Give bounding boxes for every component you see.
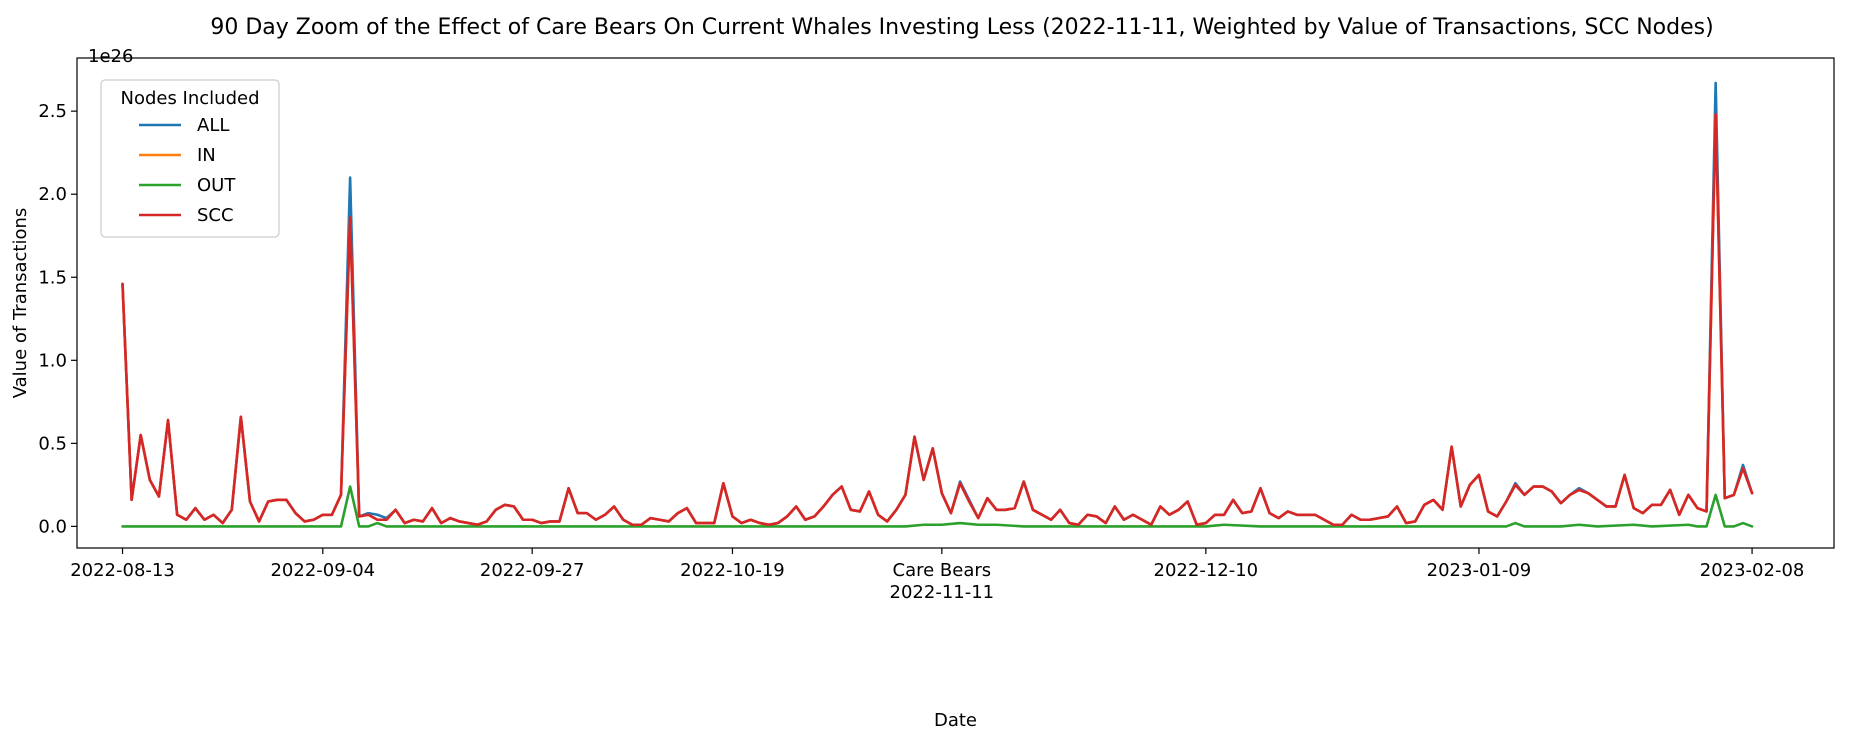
x-tick-label: 2023-01-09 [1427, 560, 1532, 581]
series-line-all [121, 81, 1754, 527]
y-axis-label: Value of Transactions [10, 208, 31, 399]
y-tick-label: 1.5 [38, 267, 67, 288]
legend-title: Nodes Included [120, 88, 259, 109]
x-tick-label: 2022-12-10 [1154, 560, 1259, 581]
series-line-out [121, 485, 1754, 528]
series-layer [121, 81, 1754, 528]
series-line-in [121, 113, 1754, 527]
x-tick-label: Care Bears 2022-11-11 [890, 560, 995, 603]
y-tick-label: 0.5 [38, 433, 67, 454]
y-tick-label: 2.5 [38, 101, 67, 122]
legend-label-out: OUT [197, 175, 236, 196]
x-axis-ticks: 2022-08-13 2022-09-04 2022-09-27 2022-10-19… [70, 548, 1804, 603]
x-tick-label: 2023-02-08 [1700, 560, 1805, 581]
legend-box [100, 79, 280, 238]
x-tick-label: 2022-10-19 [680, 560, 785, 581]
x-axis-label: Date [934, 710, 977, 731]
chart-title: 90 Day Zoom of the Effect of Care Bears … [210, 15, 1713, 40]
plot-frame [76, 57, 1835, 549]
x-tick-label: 2022-08-13 [70, 560, 175, 581]
series-line-scc [121, 113, 1754, 527]
y-tick-label: 2.0 [38, 184, 67, 205]
legend: Nodes Included ALL IN OUT SCC [100, 79, 280, 238]
legend-label-in: IN [197, 145, 216, 166]
legend-label-scc: SCC [197, 205, 234, 226]
y-offset-label: 1e26 [88, 46, 133, 67]
y-axis-ticks: 0.0 0.5 1.0 1.5 2.0 2.5 [38, 101, 77, 537]
plot-area [76, 57, 1835, 549]
y-tick-label: 1.0 [38, 350, 67, 371]
x-tick-label: 2022-09-04 [270, 560, 375, 581]
legend-label-all: ALL [197, 115, 229, 136]
x-tick-label: 2022-09-27 [480, 560, 585, 581]
y-tick-label: 0.0 [38, 516, 67, 537]
